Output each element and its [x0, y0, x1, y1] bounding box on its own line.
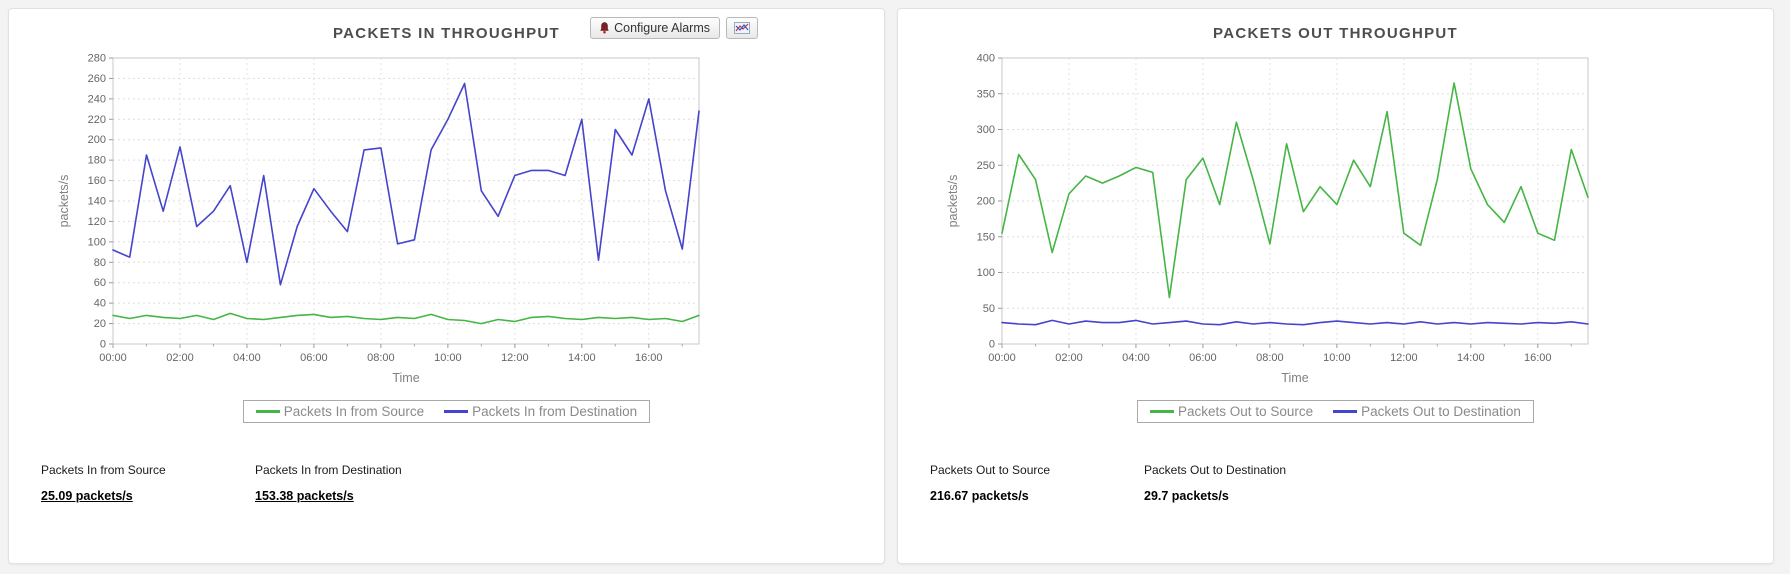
svg-text:08:00: 08:00: [1256, 352, 1284, 364]
chart-legend: Packets Out to Source Packets Out to Dest…: [1137, 400, 1534, 423]
chart-type-button[interactable]: [726, 17, 758, 39]
svg-text:100: 100: [88, 236, 106, 248]
legend-line-swatch: [444, 410, 469, 413]
legend-item: Packets Out to Source: [1150, 404, 1313, 419]
svg-text:60: 60: [94, 277, 106, 289]
packets-in-chart: 0 20 40 60 80 100 120 140 160 180 200 220 240 260 280 0…: [57, 53, 700, 385]
svg-text:240: 240: [88, 93, 106, 105]
svg-text:06:00: 06:00: [300, 352, 328, 364]
svg-text:250: 250: [977, 160, 995, 172]
packets-in-panel: Configure Alarms PACKETS IN THROUGHPUT 0…: [8, 8, 885, 564]
legend-label: Packets Out to Source: [1178, 404, 1314, 419]
chart-legend: Packets In from Source Packets In from De…: [242, 400, 651, 423]
packets-out-panel: PACKETS OUT THROUGHPUT 0 50 100 150 200 250 30…: [897, 8, 1774, 564]
svg-text:140: 140: [88, 196, 106, 208]
svg-text:350: 350: [977, 88, 995, 100]
stat-value-link[interactable]: 25.09 packets/s: [41, 489, 133, 503]
svg-text:20: 20: [94, 318, 106, 330]
stat-label: Packets Out to Destination: [1144, 463, 1287, 477]
legend-line-swatch: [1333, 410, 1358, 413]
svg-text:12:00: 12:00: [501, 352, 529, 364]
svg-text:0: 0: [100, 339, 106, 351]
chart-stats: Packets Out to Source 216.67 packets/s Pac…: [930, 463, 1773, 505]
line-chart-icon: [734, 22, 750, 34]
svg-text:300: 300: [977, 124, 995, 136]
legend-label: Packets In from Destination: [472, 404, 638, 419]
legend-item: Packets In from Source: [255, 404, 425, 419]
svg-text:16:00: 16:00: [1524, 352, 1552, 364]
legend-item: Packets In from Destination: [444, 404, 637, 419]
svg-text:08:00: 08:00: [367, 352, 395, 364]
svg-text:16:00: 16:00: [635, 352, 663, 364]
legend-line-swatch: [1150, 410, 1175, 413]
svg-text:200: 200: [88, 134, 106, 146]
svg-text:04:00: 04:00: [233, 352, 261, 364]
legend-line-swatch: [255, 410, 280, 413]
stat-value: 216.67 packets/s: [930, 489, 1029, 503]
svg-text:02:00: 02:00: [166, 352, 194, 364]
svg-text:Time: Time: [1281, 371, 1308, 385]
stat-item: Packets In from Source 25.09 packets/s: [41, 463, 255, 505]
svg-text:04:00: 04:00: [1122, 352, 1150, 364]
stat-label: Packets In from Destination: [255, 463, 402, 477]
stat-item: Packets Out to Destination 29.7 packets/s: [1144, 463, 1358, 505]
svg-text:packets/s: packets/s: [946, 175, 960, 228]
legend-label: Packets In from Source: [283, 404, 425, 419]
chart-title: PACKETS OUT THROUGHPUT: [1213, 25, 1458, 42]
configure-alarms-label: Configure Alarms: [614, 21, 710, 35]
svg-text:80: 80: [94, 257, 106, 269]
svg-text:160: 160: [88, 175, 106, 187]
chart-stats: Packets In from Source 25.09 packets/s Pac…: [41, 463, 884, 505]
chart-title: PACKETS IN THROUGHPUT: [332, 25, 561, 42]
svg-text:220: 220: [88, 114, 106, 126]
stat-label: Packets Out to Source: [930, 463, 1051, 477]
svg-text:00:00: 00:00: [988, 352, 1016, 364]
svg-text:12:00: 12:00: [1390, 352, 1418, 364]
svg-text:10:00: 10:00: [434, 352, 462, 364]
stat-item: Packets Out to Source 216.67 packets/s: [930, 463, 1144, 505]
svg-text:150: 150: [977, 231, 995, 243]
svg-text:06:00: 06:00: [1189, 352, 1217, 364]
svg-text:200: 200: [977, 196, 995, 208]
legend-label: Packets Out to Destination: [1361, 404, 1521, 419]
chart-toolbar: Configure Alarms: [590, 17, 758, 39]
packets-out-chart: 0 50 100 150 200 250 300 350 400 00:00 02:00 04:00 0…: [946, 53, 1589, 385]
svg-text:280: 280: [88, 53, 106, 65]
stat-value-link[interactable]: 153.38 packets/s: [255, 489, 354, 503]
stat-item: Packets In from Destination 153.38 packet…: [255, 463, 469, 505]
stat-value: 29.7 packets/s: [1144, 489, 1229, 503]
svg-text:Time: Time: [392, 371, 419, 385]
configure-alarms-button[interactable]: Configure Alarms: [590, 17, 720, 39]
alarm-bell-icon: [600, 22, 610, 34]
stat-label: Packets In from Source: [41, 463, 166, 477]
svg-text:50: 50: [983, 303, 995, 315]
svg-text:02:00: 02:00: [1055, 352, 1083, 364]
svg-text:00:00: 00:00: [99, 352, 127, 364]
svg-text:120: 120: [88, 216, 106, 228]
svg-text:260: 260: [88, 73, 106, 85]
svg-text:10:00: 10:00: [1323, 352, 1351, 364]
svg-text:packets/s: packets/s: [57, 175, 71, 228]
svg-text:14:00: 14:00: [568, 352, 596, 364]
svg-text:0: 0: [989, 339, 995, 351]
svg-text:400: 400: [977, 53, 995, 65]
svg-text:14:00: 14:00: [1457, 352, 1485, 364]
svg-text:40: 40: [94, 298, 106, 310]
svg-text:100: 100: [977, 267, 995, 279]
legend-item: Packets Out to Destination: [1333, 404, 1521, 419]
svg-text:180: 180: [88, 155, 106, 167]
